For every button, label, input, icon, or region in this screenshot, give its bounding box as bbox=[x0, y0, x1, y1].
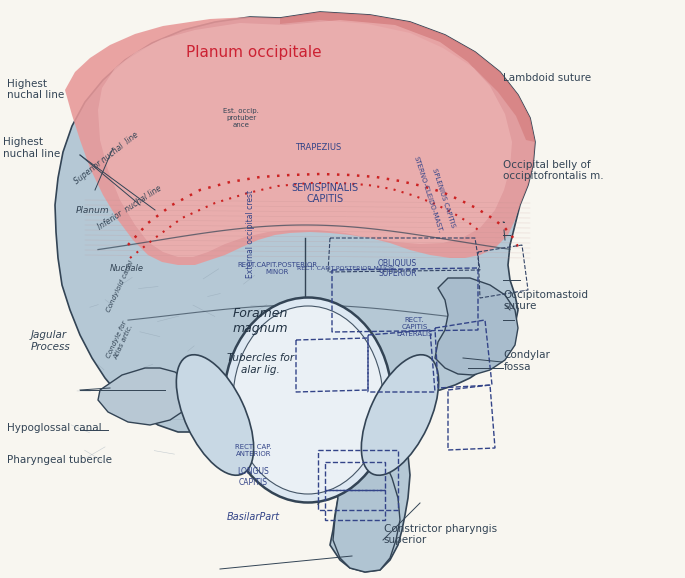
Text: Lambdoid suture: Lambdoid suture bbox=[503, 73, 592, 83]
Text: Condyloid canal: Condyloid canal bbox=[105, 260, 134, 313]
Polygon shape bbox=[55, 12, 535, 572]
Text: Highest
nuchal line: Highest nuchal line bbox=[7, 79, 64, 101]
Text: Superior nuchal  line: Superior nuchal line bbox=[73, 131, 140, 186]
Polygon shape bbox=[98, 20, 512, 257]
Text: Constrictor pharyngis
superior: Constrictor pharyngis superior bbox=[384, 524, 497, 546]
Text: STERNO-CLEIDO-MAST.: STERNO-CLEIDO-MAST. bbox=[413, 155, 443, 234]
Text: Hypoglossal canal: Hypoglossal canal bbox=[7, 423, 101, 433]
Polygon shape bbox=[435, 278, 518, 375]
Ellipse shape bbox=[362, 355, 438, 475]
Text: RECT.CAPIT.POSTERIOR
MINOR: RECT.CAPIT.POSTERIOR MINOR bbox=[238, 262, 317, 275]
Text: Foramen
magnum: Foramen magnum bbox=[232, 307, 288, 335]
Polygon shape bbox=[98, 368, 192, 425]
Text: RECT.
CAPITIS
LATERALIS: RECT. CAPITIS LATERALIS bbox=[396, 317, 433, 336]
Text: Planum: Planum bbox=[75, 206, 110, 216]
Text: RECT. CAPIT.POSTERIOR MAJOR: RECT. CAPIT.POSTERIOR MAJOR bbox=[297, 266, 395, 271]
Text: Pharyngeal tubercle: Pharyngeal tubercle bbox=[7, 454, 112, 465]
Text: Tubercles for
alar lig.: Tubercles for alar lig. bbox=[227, 353, 294, 375]
Text: SEMISPINALIS
CAPITIS: SEMISPINALIS CAPITIS bbox=[292, 183, 359, 205]
Text: Occipitomastoid
suture: Occipitomastoid suture bbox=[503, 290, 588, 312]
Ellipse shape bbox=[176, 355, 253, 475]
Ellipse shape bbox=[233, 306, 383, 494]
Text: Occipital belly of
occipitofrontalis m.: Occipital belly of occipitofrontalis m. bbox=[503, 160, 604, 181]
Text: OBLIQUUS
SUPERIOR: OBLIQUUS SUPERIOR bbox=[377, 259, 417, 279]
Text: Highest
nuchal line: Highest nuchal line bbox=[3, 137, 60, 159]
Ellipse shape bbox=[224, 298, 392, 502]
Text: Est. occip.
protuber
ance: Est. occip. protuber ance bbox=[223, 109, 259, 128]
Polygon shape bbox=[280, 12, 535, 142]
Text: SPLENIUS CAPITIS: SPLENIUS CAPITIS bbox=[432, 167, 456, 228]
Text: Jagular
Process: Jagular Process bbox=[31, 330, 71, 352]
Text: TRAPEZIUS: TRAPEZIUS bbox=[295, 143, 342, 152]
Text: Inferior  nuchal line: Inferior nuchal line bbox=[97, 184, 164, 232]
Text: Condylar
fossa: Condylar fossa bbox=[503, 350, 550, 372]
Polygon shape bbox=[65, 12, 535, 265]
Text: LONGUS
CAPITIS: LONGUS CAPITIS bbox=[238, 467, 269, 487]
Text: Planum occipitale: Planum occipitale bbox=[186, 45, 321, 60]
Text: BasilarPart: BasilarPart bbox=[227, 512, 280, 523]
Text: External occipital crest: External occipital crest bbox=[245, 190, 255, 278]
Text: Condyle for
Atlas artic.: Condyle for Atlas artic. bbox=[105, 320, 134, 362]
Text: Nuchale: Nuchale bbox=[110, 264, 144, 273]
Polygon shape bbox=[318, 445, 400, 572]
Text: RECT. CAP.
ANTERIOR: RECT. CAP. ANTERIOR bbox=[235, 444, 272, 457]
